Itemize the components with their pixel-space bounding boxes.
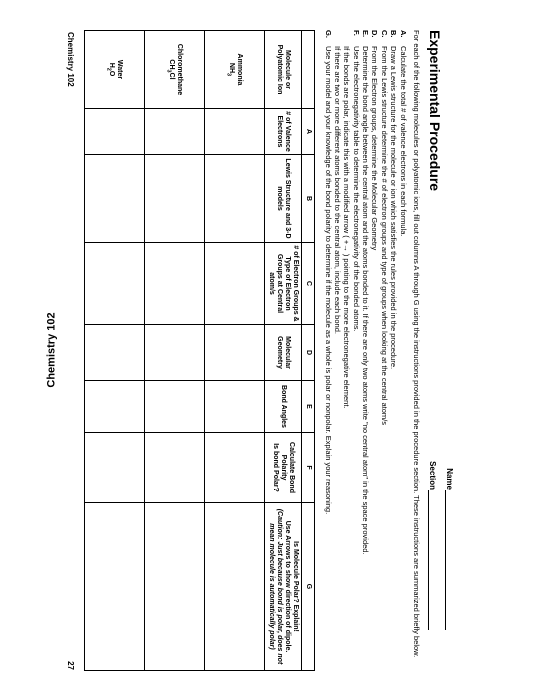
step-letter [342, 30, 351, 46]
step-letter: G. [323, 30, 332, 46]
step-letter: B. [389, 30, 398, 46]
step-letter: C. [379, 30, 388, 46]
section-label: Section [428, 461, 437, 490]
name-label: Name [445, 468, 454, 490]
cell [205, 243, 265, 325]
col-head-b: Lewis Structure and 3-D models [265, 155, 302, 243]
worksheet-page: Name Experimental Procedure Section For … [64, 0, 474, 700]
cell [85, 155, 145, 243]
step-text: From the Lewis structure determine the #… [379, 46, 388, 670]
col-letter: C [302, 243, 315, 325]
col-head-c: # of Electron Groups & Type of Electron … [265, 243, 302, 325]
cell [85, 325, 145, 381]
step-text: Use the electronegativity table to deter… [351, 46, 360, 670]
step-text: If the bonds are polar, indicate this wi… [342, 46, 351, 670]
page-number: 27 [66, 661, 75, 670]
cell [145, 503, 205, 671]
step-text: If there are two or more different atoms… [333, 46, 342, 670]
cell [85, 433, 145, 503]
section-blank [428, 490, 429, 630]
molecule-cell: WaterH2O [85, 31, 145, 109]
cell [205, 503, 265, 671]
col-head-e: Bond Angles [265, 381, 302, 433]
col-letter: E [302, 381, 315, 433]
cell [85, 381, 145, 433]
step-text: From the Electron groups, determine the … [370, 46, 379, 670]
steps-list: A.Calculate the total # of valence elect… [323, 30, 407, 670]
col-letter: G [302, 503, 315, 671]
cell [205, 433, 265, 503]
page-title: Experimental Procedure [427, 30, 443, 191]
binding-label: Chemistry 102 [46, 312, 58, 387]
step-text: Determine the bond angle between the cen… [361, 46, 370, 670]
molecule-cell: AmmoniaNH3 [205, 31, 265, 109]
col-head-g: Is Molecule Polar? Explain!Use Arrows to… [265, 503, 302, 671]
col-letter: A [302, 109, 315, 155]
col-letter: F [302, 433, 315, 503]
step-text: Calculate the total # of valence electro… [398, 46, 407, 670]
cell [145, 433, 205, 503]
cell [145, 381, 205, 433]
cell [205, 381, 265, 433]
cell [85, 503, 145, 671]
intro-text: For each of the following molecules or p… [412, 30, 421, 670]
step-letter: E. [361, 30, 370, 46]
col-head-a: # of Valence Electrons [265, 109, 302, 155]
col-letter: D [302, 325, 315, 381]
step-letter: D. [370, 30, 379, 46]
name-field: Name [445, 30, 454, 670]
step-text: Draw a Lewis structure for the molecule … [389, 46, 398, 670]
cell [145, 109, 205, 155]
section-field: Section [428, 461, 437, 670]
cell [205, 109, 265, 155]
cell [85, 109, 145, 155]
cell [205, 325, 265, 381]
cell [145, 155, 205, 243]
step-letter [333, 30, 342, 46]
col-letter [302, 31, 315, 109]
footer-left: Chemistry 102 [66, 32, 75, 87]
cell [145, 325, 205, 381]
col-letter: B [302, 155, 315, 243]
step-text: Use your model and your knowledge of the… [323, 46, 332, 670]
name-blank [445, 490, 446, 630]
col-head-molecule: Molecule or Polyatomic Ion [265, 31, 302, 109]
col-head-d: Molecular Geometry [265, 325, 302, 381]
cell [85, 243, 145, 325]
molecule-cell: ChloromethaneCH3Cl [145, 31, 205, 109]
step-letter: A. [398, 30, 407, 46]
worksheet-table: ABCDEFG Molecule or Polyatomic Ion # of … [84, 30, 315, 671]
cell [205, 155, 265, 243]
step-letter: F. [351, 30, 360, 46]
cell [145, 243, 205, 325]
col-head-f: Calculate Bond PolarityIs bond Polar? [265, 433, 302, 503]
